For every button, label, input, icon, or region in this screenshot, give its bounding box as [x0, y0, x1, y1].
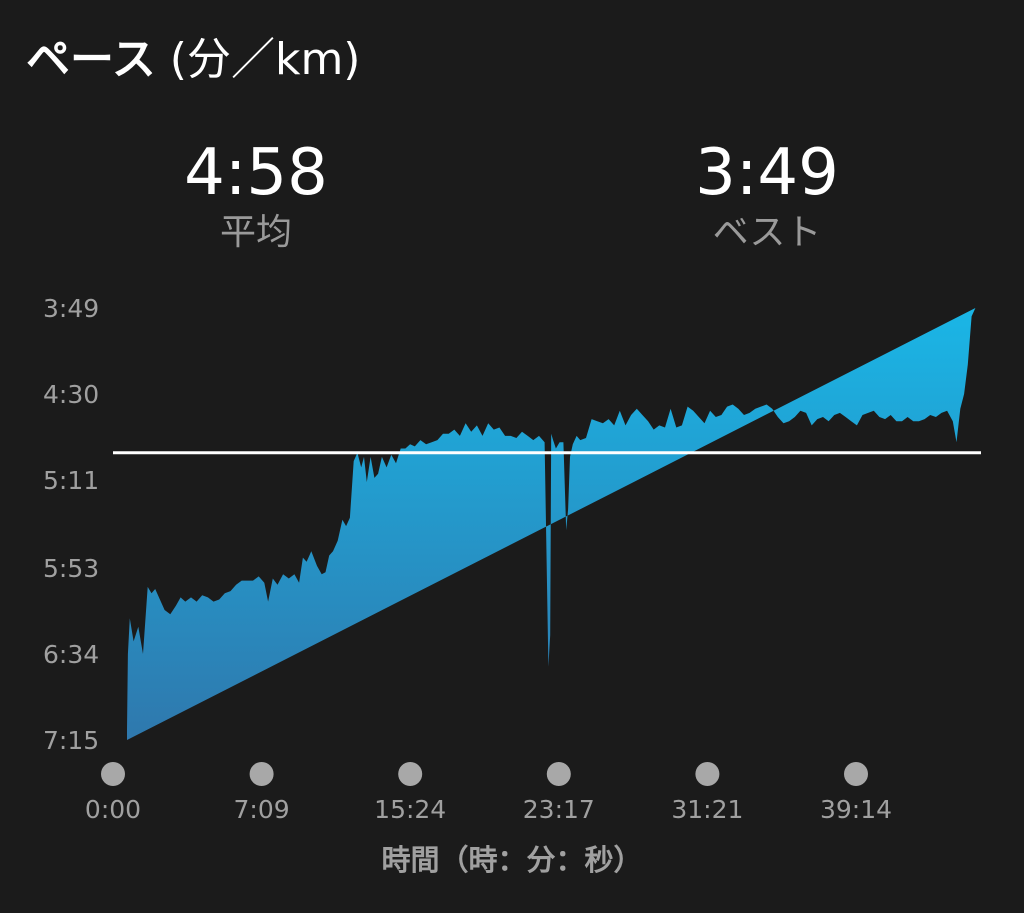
y-tick-label: 6:34	[43, 640, 99, 669]
x-axis: 0:00 7:09 15:24 23:17 31:21 39:14	[85, 762, 892, 824]
best-pace-value: 3:49	[695, 136, 839, 210]
x-tick-label: 15:24	[374, 795, 446, 824]
x-tick-dot	[249, 762, 274, 786]
title-unit: (分／km)	[155, 34, 361, 85]
title-main: ペース	[26, 34, 156, 85]
x-tick-dot	[695, 762, 720, 786]
average-pace-label: 平均	[219, 212, 292, 253]
y-tick-label: 5:53	[43, 554, 99, 583]
x-tick-label: 0:00	[85, 795, 141, 824]
average-pace-value: 4:58	[184, 136, 328, 210]
x-tick-label: 39:14	[820, 795, 892, 824]
x-tick-label: 31:21	[671, 795, 743, 824]
best-pace-stat: 3:49 ベスト	[617, 135, 917, 255]
chart-title: ペース (分／km)	[26, 30, 360, 90]
y-axis: 3:49 4:30 5:11 5:53 6:34 7:15	[43, 294, 99, 755]
x-tick-label: 7:09	[234, 795, 290, 824]
x-tick-dot	[398, 762, 423, 786]
x-axis-label: 時間（時：分：秒）	[381, 843, 642, 877]
x-tick-dot	[546, 762, 571, 786]
x-tick-label: 23:17	[523, 795, 595, 824]
pace-area-series	[127, 308, 976, 740]
average-pace-stat: 4:58 平均	[106, 135, 406, 255]
y-tick-label: 7:15	[43, 726, 99, 755]
y-tick-label: 4:30	[43, 380, 99, 409]
x-tick-dot	[844, 762, 868, 786]
y-tick-label: 3:49	[43, 294, 99, 323]
best-pace-label: ベスト	[712, 212, 822, 253]
x-tick-dot	[101, 762, 125, 786]
y-tick-label: 5:11	[43, 466, 99, 495]
